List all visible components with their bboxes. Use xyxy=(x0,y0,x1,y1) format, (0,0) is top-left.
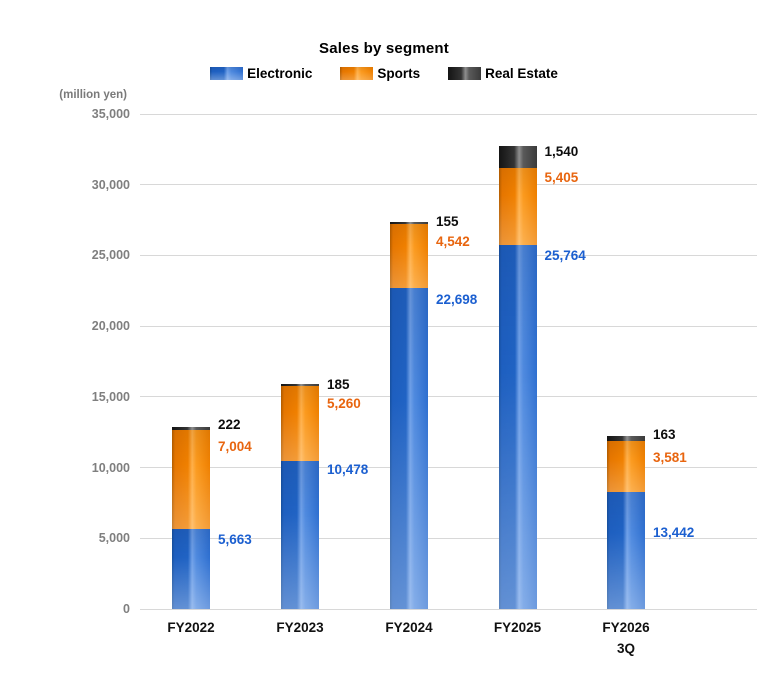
value-label-realestate: 155 xyxy=(436,213,459,229)
gridline xyxy=(140,467,757,469)
legend-item: Real Estate xyxy=(448,66,558,81)
bar-segment-realestate xyxy=(607,436,645,441)
x-category-label: FY2026 xyxy=(602,620,650,635)
legend-swatch-electronic xyxy=(210,67,244,80)
value-label-sports: 4,542 xyxy=(436,233,470,249)
value-label-electronic: 10,478 xyxy=(327,461,369,477)
legend: Electronic Sports Real Estate xyxy=(0,66,768,81)
value-label-electronic: 13,442 xyxy=(653,524,695,540)
value-label-realestate: 185 xyxy=(327,376,350,392)
x-category-label: FY2025 xyxy=(493,620,542,635)
value-label-electronic: 5,663 xyxy=(218,531,252,547)
gridline xyxy=(140,113,757,115)
bar-segment-sports xyxy=(172,429,210,529)
gridline xyxy=(140,184,757,186)
x-category-label: FY2024 xyxy=(385,620,433,635)
value-label-sports: 3,581 xyxy=(653,449,687,465)
bar-segment-realestate xyxy=(172,426,210,430)
y-tick-label: 35,000 xyxy=(91,107,130,121)
bar-segment-electronic xyxy=(607,491,645,609)
bar xyxy=(607,436,645,609)
gridline xyxy=(140,396,757,398)
bar xyxy=(390,221,428,609)
y-tick-label: 15,000 xyxy=(91,389,130,404)
legend-label: Sports xyxy=(377,66,421,81)
value-label-sports: 5,405 xyxy=(544,170,579,186)
legend-label: Electronic xyxy=(247,66,313,81)
value-label-realestate: 163 xyxy=(653,427,676,443)
value-label-sports: 5,260 xyxy=(327,396,361,412)
value-label-realestate: 222 xyxy=(218,416,241,432)
plot-area: 0 5,000 10,000 15,000 20,000 25,000 30,000 35,0… xyxy=(92,107,757,656)
gridline xyxy=(140,254,757,256)
bar-segment-sports xyxy=(390,223,428,288)
y-tick-label: 20,000 xyxy=(91,319,130,334)
legend-label: Real Estate xyxy=(485,66,558,81)
bar xyxy=(281,383,319,609)
y-tick-label: 30,000 xyxy=(91,177,130,192)
bar-segment-sports xyxy=(498,168,537,245)
x-category-label: FY2023 xyxy=(276,620,324,635)
x-category-label: FY2022 xyxy=(167,620,215,635)
y-tick-label: 10,000 xyxy=(91,460,130,475)
y-axis-unit-label: (million yen) xyxy=(59,89,127,101)
legend-item: Sports xyxy=(340,66,420,81)
value-label-electronic: 25,764 xyxy=(544,247,586,263)
bar-segment-sports xyxy=(607,440,645,492)
bar xyxy=(172,426,210,609)
y-tick-label: 25,000 xyxy=(91,248,130,263)
value-label-sports: 7,004 xyxy=(218,438,252,454)
legend-swatch-realestate xyxy=(448,67,482,80)
legend-item: Electronic xyxy=(210,66,312,81)
bar-segment-sports xyxy=(281,386,319,461)
chart-title: Sales by segment xyxy=(319,40,449,57)
gridline xyxy=(140,608,757,610)
bar-segment-realestate xyxy=(281,383,319,387)
bar-segment-electronic xyxy=(172,528,210,609)
value-label-realestate: 1,540 xyxy=(544,144,579,160)
bar xyxy=(498,146,537,609)
gridline xyxy=(140,325,757,327)
legend-swatch-sports xyxy=(340,67,374,80)
gridline xyxy=(140,537,757,539)
bar-segment-electronic xyxy=(281,460,319,609)
y-tick-label: 5,000 xyxy=(98,531,130,546)
y-tick-label: 0 xyxy=(123,602,130,616)
bar-segment-electronic xyxy=(390,288,428,609)
bar-segment-realestate xyxy=(498,146,537,169)
value-label-electronic: 22,698 xyxy=(436,291,478,307)
bar-segment-realestate xyxy=(390,221,428,224)
x-category-label: 3Q xyxy=(616,641,635,656)
bar-segment-electronic xyxy=(498,244,537,609)
